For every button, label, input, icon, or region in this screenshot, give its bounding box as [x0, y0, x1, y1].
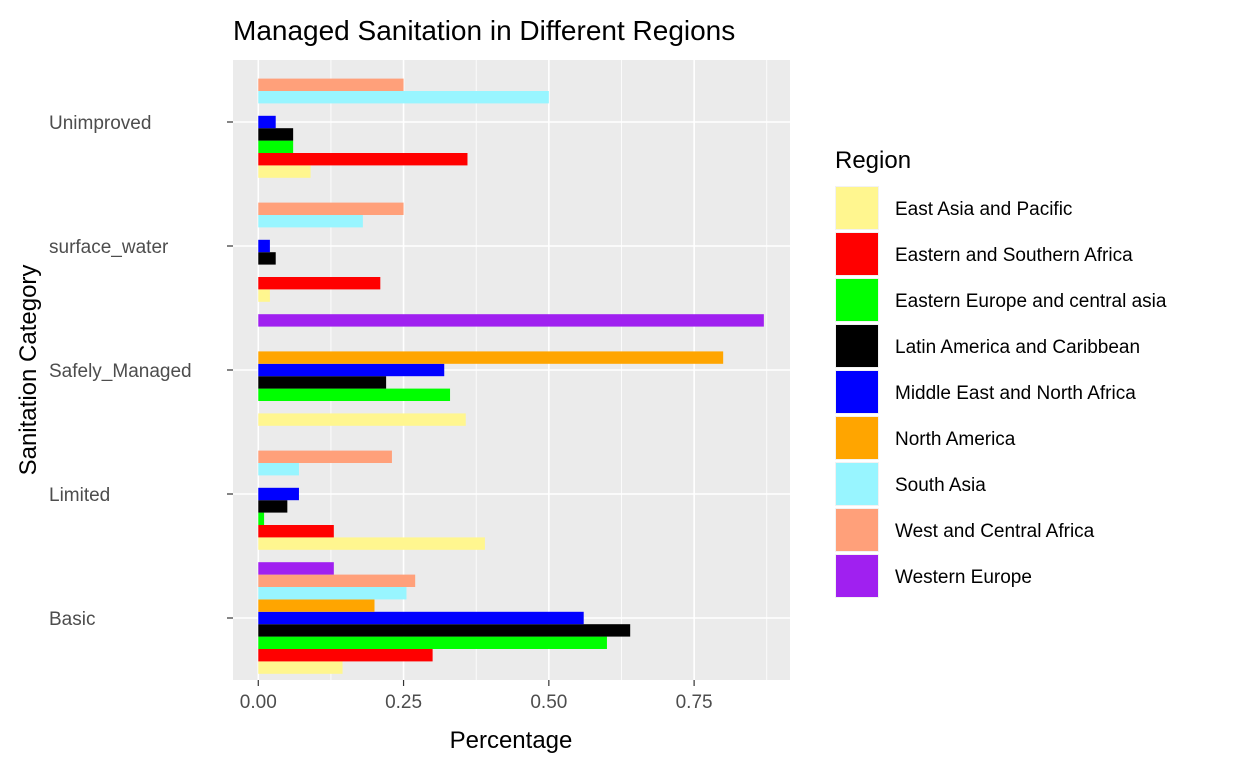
- bar-Unimproved-south-asia: [258, 91, 549, 104]
- chart-title: Managed Sanitation in Different Regions: [233, 15, 735, 46]
- legend-title: Region: [835, 147, 911, 174]
- legend-swatch: [836, 463, 878, 505]
- bar-Limited-south-asia: [258, 463, 299, 476]
- bar-Limited-west-and-central-africa: [258, 450, 392, 463]
- bar-Basic-latin-america-and-caribbean: [258, 624, 631, 637]
- legend-label: Eastern and Southern Africa: [895, 245, 1133, 266]
- bar-Unimproved-middle-east-and-north-africa: [258, 115, 276, 129]
- bar-Basic-eastern-europe-and-central-asia: [258, 636, 607, 649]
- x-tick-label: 0.50: [530, 692, 567, 713]
- bar-Limited-eastern-and-southern-africa: [258, 525, 334, 538]
- legend-label: North America: [895, 429, 1016, 450]
- legend-label: East Asia and Pacific: [895, 199, 1072, 220]
- y-tick-label: surface_water: [49, 237, 169, 258]
- y-tick-label: Safely_Managed: [49, 361, 192, 382]
- bar-Limited-eastern-europe-and-central-asia: [258, 512, 265, 525]
- bar-Basic-eastern-and-southern-africa: [258, 649, 433, 662]
- bar-Basic-west-and-central-africa: [258, 574, 416, 587]
- legend-label: Latin America and Caribbean: [895, 337, 1140, 358]
- bar-Unimproved-west-and-central-africa: [258, 78, 404, 91]
- y-tick-label: Limited: [49, 485, 110, 506]
- bar-Safely_Managed-east-asia-and-pacific: [258, 413, 466, 426]
- legend-label: Western Europe: [895, 567, 1032, 588]
- legend-swatch: [836, 279, 878, 321]
- bar-surface_water-west-and-central-africa: [258, 202, 404, 215]
- bar-surface_water-eastern-and-southern-africa: [258, 277, 381, 290]
- bar-Unimproved-latin-america-and-caribbean: [258, 128, 294, 141]
- bar-Safely_Managed-eastern-europe-and-central-asia: [258, 388, 451, 401]
- legend-swatch: [836, 509, 878, 551]
- bar-Unimproved-eastern-and-southern-africa: [258, 153, 468, 166]
- legend-label: South Asia: [895, 475, 986, 496]
- bar-Safely_Managed-north-america: [258, 351, 724, 364]
- bar-Limited-east-asia-and-pacific: [258, 537, 485, 550]
- bar-Basic-western-europe: [258, 562, 334, 575]
- bar-Unimproved-east-asia-and-pacific: [258, 165, 311, 178]
- y-tick-label: Basic: [49, 609, 95, 630]
- bar-Basic-north-america: [258, 599, 375, 612]
- x-tick-label: 0.00: [240, 692, 277, 713]
- legend-swatch: [836, 417, 878, 459]
- x-tick-label: 0.25: [385, 692, 422, 713]
- bar-Safely_Managed-western-europe: [258, 314, 764, 327]
- bar-Unimproved-eastern-europe-and-central-asia: [258, 140, 294, 153]
- x-tick-label: 0.75: [676, 692, 713, 713]
- x-axis-label: Percentage: [450, 727, 573, 754]
- y-tick-label: Unimproved: [49, 113, 151, 134]
- legend-swatch: [836, 371, 878, 413]
- legend-label: Eastern Europe and central asia: [895, 291, 1167, 312]
- bar-Limited-latin-america-and-caribbean: [258, 500, 288, 513]
- bar-surface_water-middle-east-and-north-africa: [258, 239, 270, 253]
- bar-surface_water-latin-america-and-caribbean: [258, 252, 276, 265]
- bar-Basic-east-asia-and-pacific: [258, 661, 343, 674]
- bar-Safely_Managed-latin-america-and-caribbean: [258, 376, 387, 389]
- legend-swatch: [836, 187, 878, 229]
- bar-surface_water-south-asia: [258, 215, 363, 228]
- bar-Limited-middle-east-and-north-africa: [258, 487, 299, 501]
- bar-Basic-middle-east-and-north-africa: [258, 611, 584, 625]
- bar-surface_water-east-asia-and-pacific: [258, 289, 270, 302]
- legend-swatch: [836, 325, 878, 367]
- legend-label: Middle East and North Africa: [895, 383, 1136, 404]
- legend-swatch: [836, 233, 878, 275]
- legend-label: West and Central Africa: [895, 521, 1095, 542]
- legend-swatch: [836, 555, 878, 597]
- bar-Safely_Managed-middle-east-and-north-africa: [258, 363, 445, 377]
- y-axis-label: Sanitation Category: [15, 265, 42, 476]
- bar-Basic-south-asia: [258, 587, 407, 600]
